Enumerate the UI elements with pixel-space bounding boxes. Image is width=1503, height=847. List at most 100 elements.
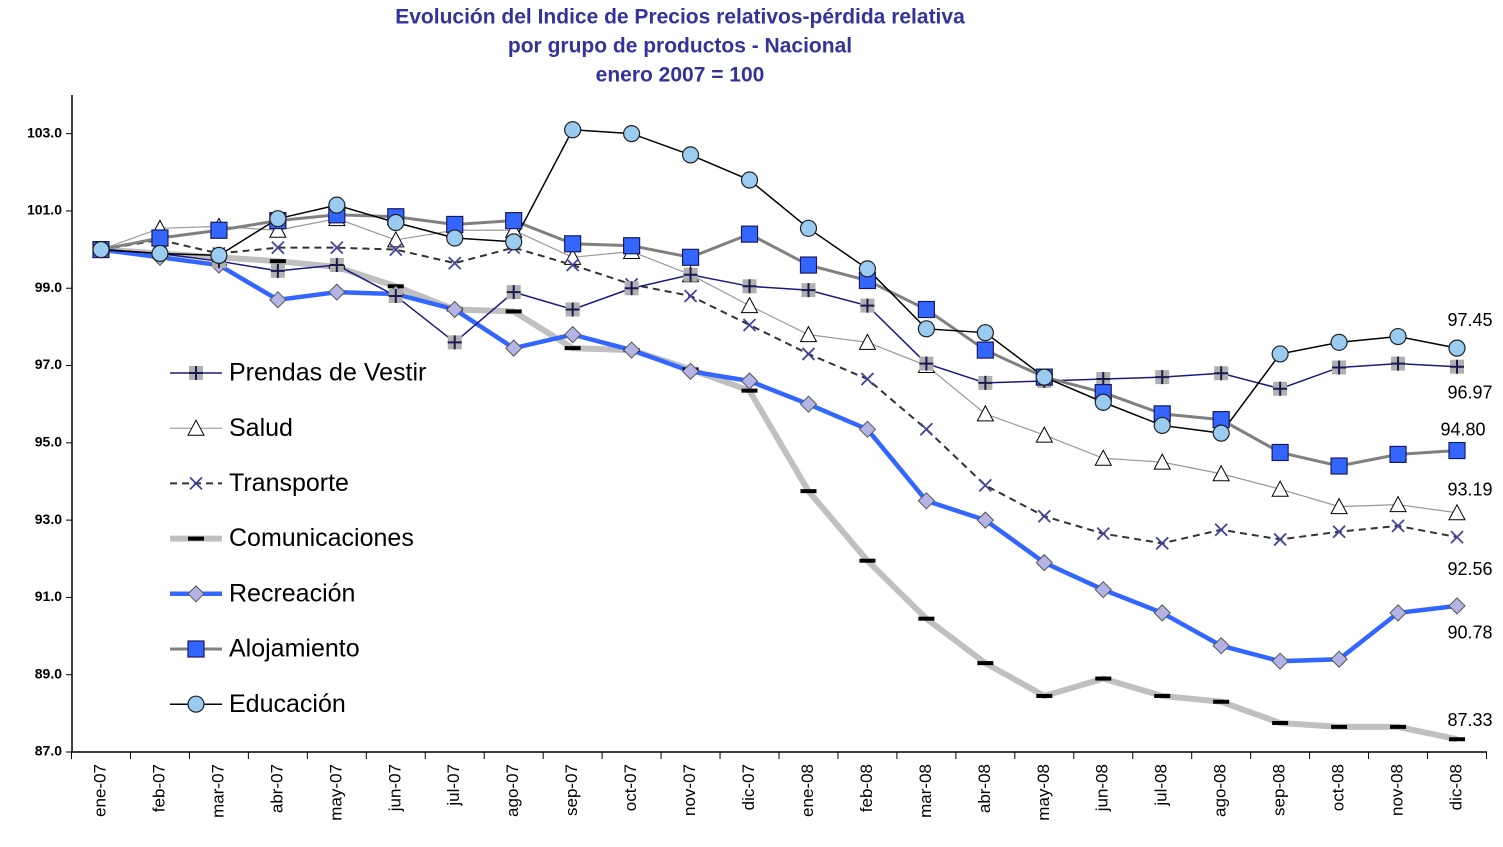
marker-dash: [1449, 737, 1465, 742]
data-point: [742, 279, 757, 294]
data-point: [564, 346, 581, 351]
data-point: [1448, 339, 1466, 357]
marker-diamond: [681, 362, 700, 381]
marker-diamond: [1094, 580, 1112, 599]
data-point: [799, 256, 818, 274]
data-point: [210, 221, 228, 239]
x-tick-label: feb-08: [857, 764, 876, 812]
marker-dash: [1331, 724, 1348, 729]
data-point: [1391, 356, 1406, 371]
data-point: [1213, 699, 1230, 704]
marker-plus: [270, 263, 285, 278]
series-line: [100, 129, 1458, 434]
marker-x: [1155, 536, 1169, 550]
marker-x: [448, 256, 462, 270]
marker-circle: [623, 125, 641, 143]
marker-dash: [1390, 724, 1407, 729]
data-point: [919, 422, 934, 436]
marker-triangle: [976, 404, 995, 422]
data-point: [1212, 464, 1231, 482]
x-tick-label: sep-07: [562, 764, 581, 816]
marker-x: [860, 372, 875, 386]
marker-diamond: [1271, 652, 1289, 670]
marker-plus: [1096, 372, 1111, 387]
marker-triangle: [1153, 453, 1172, 470]
marker-plus: [1332, 360, 1347, 375]
marker-diamond: [858, 420, 877, 439]
data-point: [151, 244, 169, 263]
data-point: [740, 296, 759, 314]
marker-circle: [1271, 345, 1289, 363]
y-tick-label: 99.0: [35, 279, 62, 295]
data-point: [860, 298, 875, 313]
marker-square: [1448, 441, 1466, 460]
data-label: 96.97: [1447, 382, 1492, 402]
marker-x: [1273, 532, 1287, 547]
marker-circle: [328, 196, 346, 214]
marker-square: [1330, 457, 1348, 475]
data-point: [1155, 536, 1169, 550]
marker-circle: [92, 240, 110, 259]
marker-square: [976, 341, 994, 359]
marker-circle: [917, 320, 935, 338]
marker-x: [189, 476, 203, 491]
legend-label: Educación: [229, 690, 346, 718]
x-tick-label: ene-08: [798, 764, 817, 817]
marker-square: [740, 225, 759, 243]
marker-x: [1214, 523, 1228, 537]
data-point: [505, 212, 523, 230]
data-label: 94.80: [1440, 419, 1485, 439]
x-tick-label: dic-07: [739, 764, 758, 810]
marker-x: [1450, 530, 1464, 544]
marker-plus: [1450, 359, 1464, 374]
data-point: [1450, 530, 1464, 544]
data-point: [447, 335, 462, 350]
data-point: [917, 320, 935, 338]
marker-square: [210, 221, 228, 239]
data-point: [1450, 359, 1464, 374]
y-tick-label: 97.0: [35, 356, 62, 372]
marker-triangle: [1212, 464, 1231, 482]
marker-plus: [624, 281, 639, 296]
data-point: [1330, 497, 1348, 515]
x-tick-label: abr-08: [975, 764, 994, 813]
legend-marker: [187, 695, 205, 713]
data-point: [1449, 737, 1465, 742]
marker-plus: [801, 283, 816, 298]
data-point: [740, 372, 759, 390]
data-point: [1096, 527, 1110, 541]
data-point: [151, 229, 169, 247]
data-label: 92.56: [1447, 559, 1492, 579]
series-line: [100, 238, 1458, 545]
data-point: [1389, 327, 1407, 346]
marker-circle: [740, 171, 759, 189]
data-point: [858, 260, 877, 278]
x-tick-label: jul-08: [1152, 764, 1171, 807]
data-label: 93.19: [1447, 480, 1492, 500]
data-point: [506, 285, 521, 300]
data-point: [1154, 693, 1171, 698]
marker-x: [919, 422, 934, 436]
marker-x: [330, 241, 344, 255]
data-point: [860, 372, 875, 386]
marker-circle: [858, 260, 877, 278]
chart-title: Evolución del Indice de Precios relativo…: [395, 6, 965, 29]
data-point: [210, 246, 228, 264]
marker-diamond: [504, 339, 523, 357]
data-point: [976, 404, 995, 422]
data-point: [1271, 480, 1289, 497]
data-point: [1212, 424, 1230, 442]
data-point: [799, 219, 818, 237]
data-point: [683, 267, 698, 282]
series-line: [100, 213, 1458, 468]
marker-circle: [1153, 416, 1171, 435]
x-tick-label: nov-07: [680, 764, 699, 816]
marker-diamond: [1035, 553, 1054, 572]
y-tick-label: 91.0: [35, 588, 62, 604]
marker-diamond: [740, 372, 759, 390]
marker-x: [271, 241, 285, 255]
data-point: [1331, 724, 1348, 729]
marker-diamond: [563, 325, 582, 344]
data-point: [1389, 445, 1407, 464]
marker-square: [564, 235, 582, 253]
